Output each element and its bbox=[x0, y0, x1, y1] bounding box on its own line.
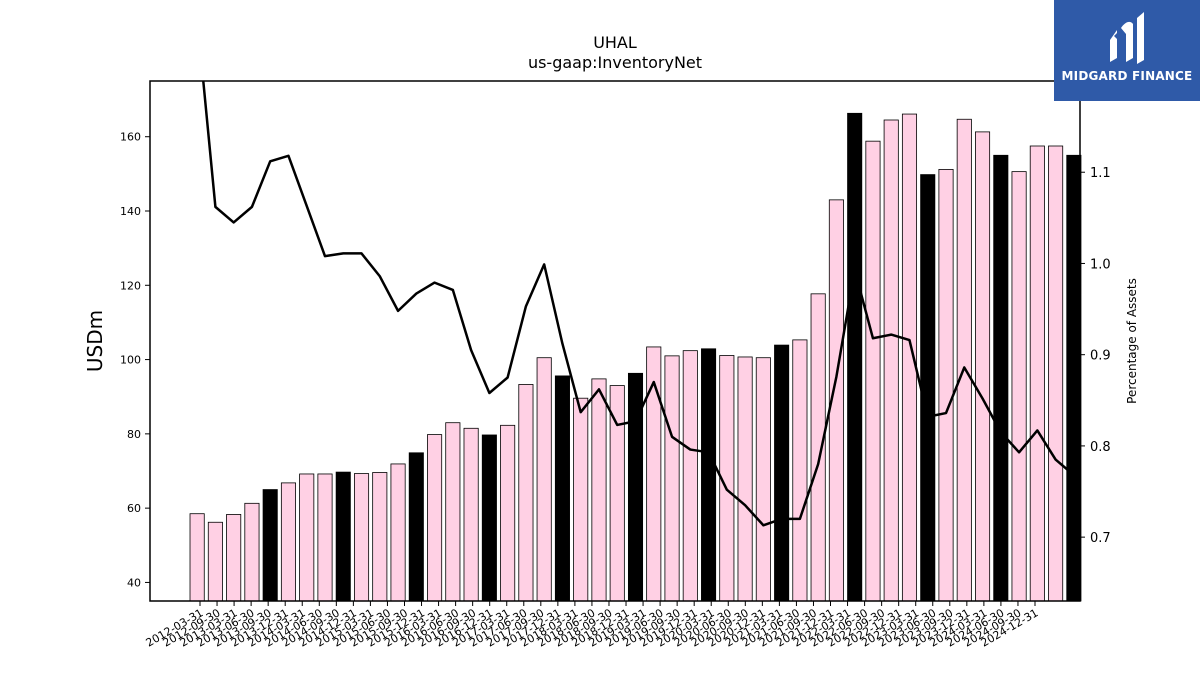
bar bbox=[737, 356, 753, 602]
bar bbox=[500, 424, 516, 602]
bar bbox=[317, 473, 333, 602]
bar bbox=[481, 434, 497, 602]
y-tick-label: 40 bbox=[127, 576, 141, 589]
bar bbox=[207, 521, 223, 602]
bar bbox=[262, 489, 278, 602]
bar bbox=[774, 344, 790, 602]
bar bbox=[299, 473, 315, 602]
bar bbox=[956, 118, 972, 602]
y2-tick-label: 0.8 bbox=[1090, 440, 1111, 455]
y-tick-label: 60 bbox=[127, 502, 141, 515]
bar bbox=[993, 154, 1009, 602]
bar bbox=[280, 482, 296, 602]
bar bbox=[189, 513, 205, 602]
bar bbox=[390, 463, 406, 602]
bar bbox=[554, 375, 570, 602]
bar bbox=[920, 174, 936, 602]
y-axis-label: USDm bbox=[83, 310, 107, 372]
bar bbox=[372, 472, 388, 602]
bar bbox=[536, 357, 552, 602]
bar bbox=[701, 348, 717, 602]
bar bbox=[353, 473, 370, 602]
y-tick-label: 100 bbox=[120, 354, 141, 367]
bar bbox=[810, 293, 826, 602]
bar bbox=[518, 384, 534, 602]
y2-tick-label: 1.0 bbox=[1090, 257, 1111, 272]
percentage-line bbox=[202, 81, 1075, 527]
chart-title: UHAL bbox=[593, 33, 637, 52]
bar bbox=[664, 355, 680, 602]
y-tick-label: 120 bbox=[120, 279, 141, 292]
axes: 4060801001201401600.70.80.91.01.12012-03… bbox=[120, 80, 1111, 650]
bar bbox=[591, 378, 607, 602]
bar bbox=[1066, 154, 1082, 602]
chart-subtitle: us-gaap:InventoryNet bbox=[528, 53, 702, 72]
bar bbox=[938, 168, 954, 602]
bar bbox=[573, 397, 589, 602]
logo-mark-icon bbox=[1110, 12, 1144, 64]
bar bbox=[427, 434, 443, 602]
bar bbox=[755, 357, 771, 602]
bar bbox=[1048, 145, 1064, 602]
bar bbox=[463, 427, 479, 602]
line-series bbox=[202, 81, 1075, 527]
y2-tick-label: 0.9 bbox=[1090, 349, 1111, 364]
bar bbox=[847, 112, 863, 602]
y2-axis-label: Percentage of Assets bbox=[1125, 278, 1139, 404]
bar bbox=[335, 471, 351, 602]
bar-series bbox=[189, 112, 1082, 602]
y2-tick-label: 1.1 bbox=[1090, 166, 1111, 181]
bar bbox=[445, 422, 461, 602]
logo-text: MIDGARD FINANCE bbox=[1061, 69, 1193, 83]
plot-frame bbox=[149, 80, 1081, 602]
y-tick-label: 140 bbox=[120, 205, 141, 218]
bar bbox=[627, 372, 644, 602]
bar bbox=[792, 339, 808, 602]
bar bbox=[865, 140, 881, 602]
bar bbox=[408, 452, 424, 602]
bar bbox=[244, 502, 260, 602]
bar bbox=[1029, 145, 1045, 602]
bar bbox=[883, 119, 899, 602]
y-tick-label: 160 bbox=[120, 131, 141, 144]
y2-tick-label: 0.7 bbox=[1090, 531, 1111, 546]
midgard-finance-logo: MIDGARD FINANCE bbox=[1054, 0, 1200, 101]
y-tick-label: 80 bbox=[127, 428, 141, 441]
bar bbox=[975, 131, 991, 602]
bar bbox=[1011, 171, 1027, 602]
bar bbox=[226, 514, 242, 602]
bar bbox=[682, 350, 698, 602]
